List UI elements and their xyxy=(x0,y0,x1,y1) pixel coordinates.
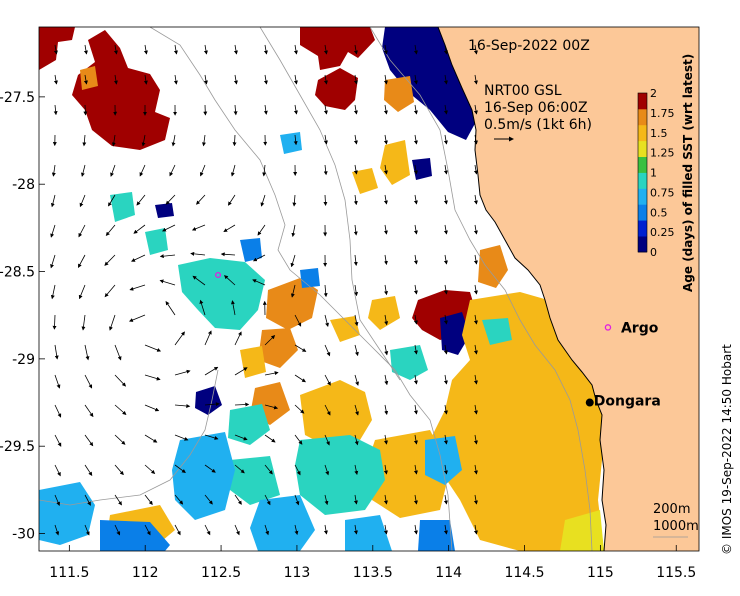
y-tick-label: -28 xyxy=(12,177,35,193)
colorbar-tick-label: 0.25 xyxy=(650,226,675,239)
colorbar-segment xyxy=(638,157,647,173)
sst-patch xyxy=(155,203,174,218)
colorbar-segment xyxy=(638,236,647,252)
colorbar-segment xyxy=(638,188,647,204)
colorbar-segment xyxy=(638,125,647,141)
y-tick-label: -30 xyxy=(12,527,35,543)
colorbar-tick-label: 0.75 xyxy=(650,186,675,199)
y-tick-label: -29.5 xyxy=(0,439,35,455)
colorbar-tick-label: 0.5 xyxy=(650,206,668,219)
sst-patch xyxy=(418,520,455,551)
x-tick-label: 112.5 xyxy=(201,565,241,581)
y-tick-label: -29 xyxy=(12,352,35,368)
vector-legend-time: 16-Sep 06:00Z xyxy=(484,100,588,116)
colorbar-segment xyxy=(638,204,647,220)
colorbar-tick-label: 1.25 xyxy=(650,147,675,160)
vector-legend-scale: 0.5m/s (1kt 6h) xyxy=(484,117,592,133)
sst-patch xyxy=(300,268,320,288)
credit-text: © IMOS 19-Sep-2022 14:50 Hobart xyxy=(720,344,734,555)
colorbar-segment xyxy=(638,93,647,109)
colorbar-segment xyxy=(638,141,647,157)
y-axis: -27.5 -28 -28.5 -29 -29.5 -30 xyxy=(0,90,45,543)
sst-patch xyxy=(80,66,98,90)
vector-legend-source: NRT00 GSL xyxy=(484,83,562,99)
isobath-legend-1000m: 1000m xyxy=(653,519,699,534)
argo-label: Argo xyxy=(621,320,659,336)
colorbar-segment xyxy=(638,109,647,125)
x-tick-label: 113.5 xyxy=(353,565,393,581)
colorbar-tick-label: 1 xyxy=(650,167,657,180)
colorbar-tick-label: 1.75 xyxy=(650,107,675,120)
x-tick-label: 113 xyxy=(284,565,311,581)
colorbar-label: Age (days) of filled SST (wrt latest) xyxy=(681,54,695,292)
x-tick-label: 114 xyxy=(435,565,462,581)
x-tick-label: 114.5 xyxy=(504,565,544,581)
colorbar-segment xyxy=(638,173,647,189)
map-title: 16-Sep-2022 00Z xyxy=(468,38,590,54)
y-tick-label: -27.5 xyxy=(0,90,35,106)
dongara-label: Dongara xyxy=(594,394,661,410)
colorbar-tick-label: 2 xyxy=(650,87,657,100)
y-tick-label: -28.5 xyxy=(0,265,35,281)
dongara-marker xyxy=(586,399,594,407)
current-vector xyxy=(85,105,86,115)
x-tick-label: 112 xyxy=(132,565,159,581)
colorbar-tick-label: 1.5 xyxy=(650,127,668,140)
colorbar-segment xyxy=(638,220,647,236)
x-tick-label: 111.5 xyxy=(49,565,89,581)
x-tick-label: 115.5 xyxy=(656,565,696,581)
colorbar-tick-label: 0 xyxy=(650,246,657,259)
x-tick-label: 115 xyxy=(587,565,614,581)
isobath-legend-200m: 200m xyxy=(653,502,690,517)
